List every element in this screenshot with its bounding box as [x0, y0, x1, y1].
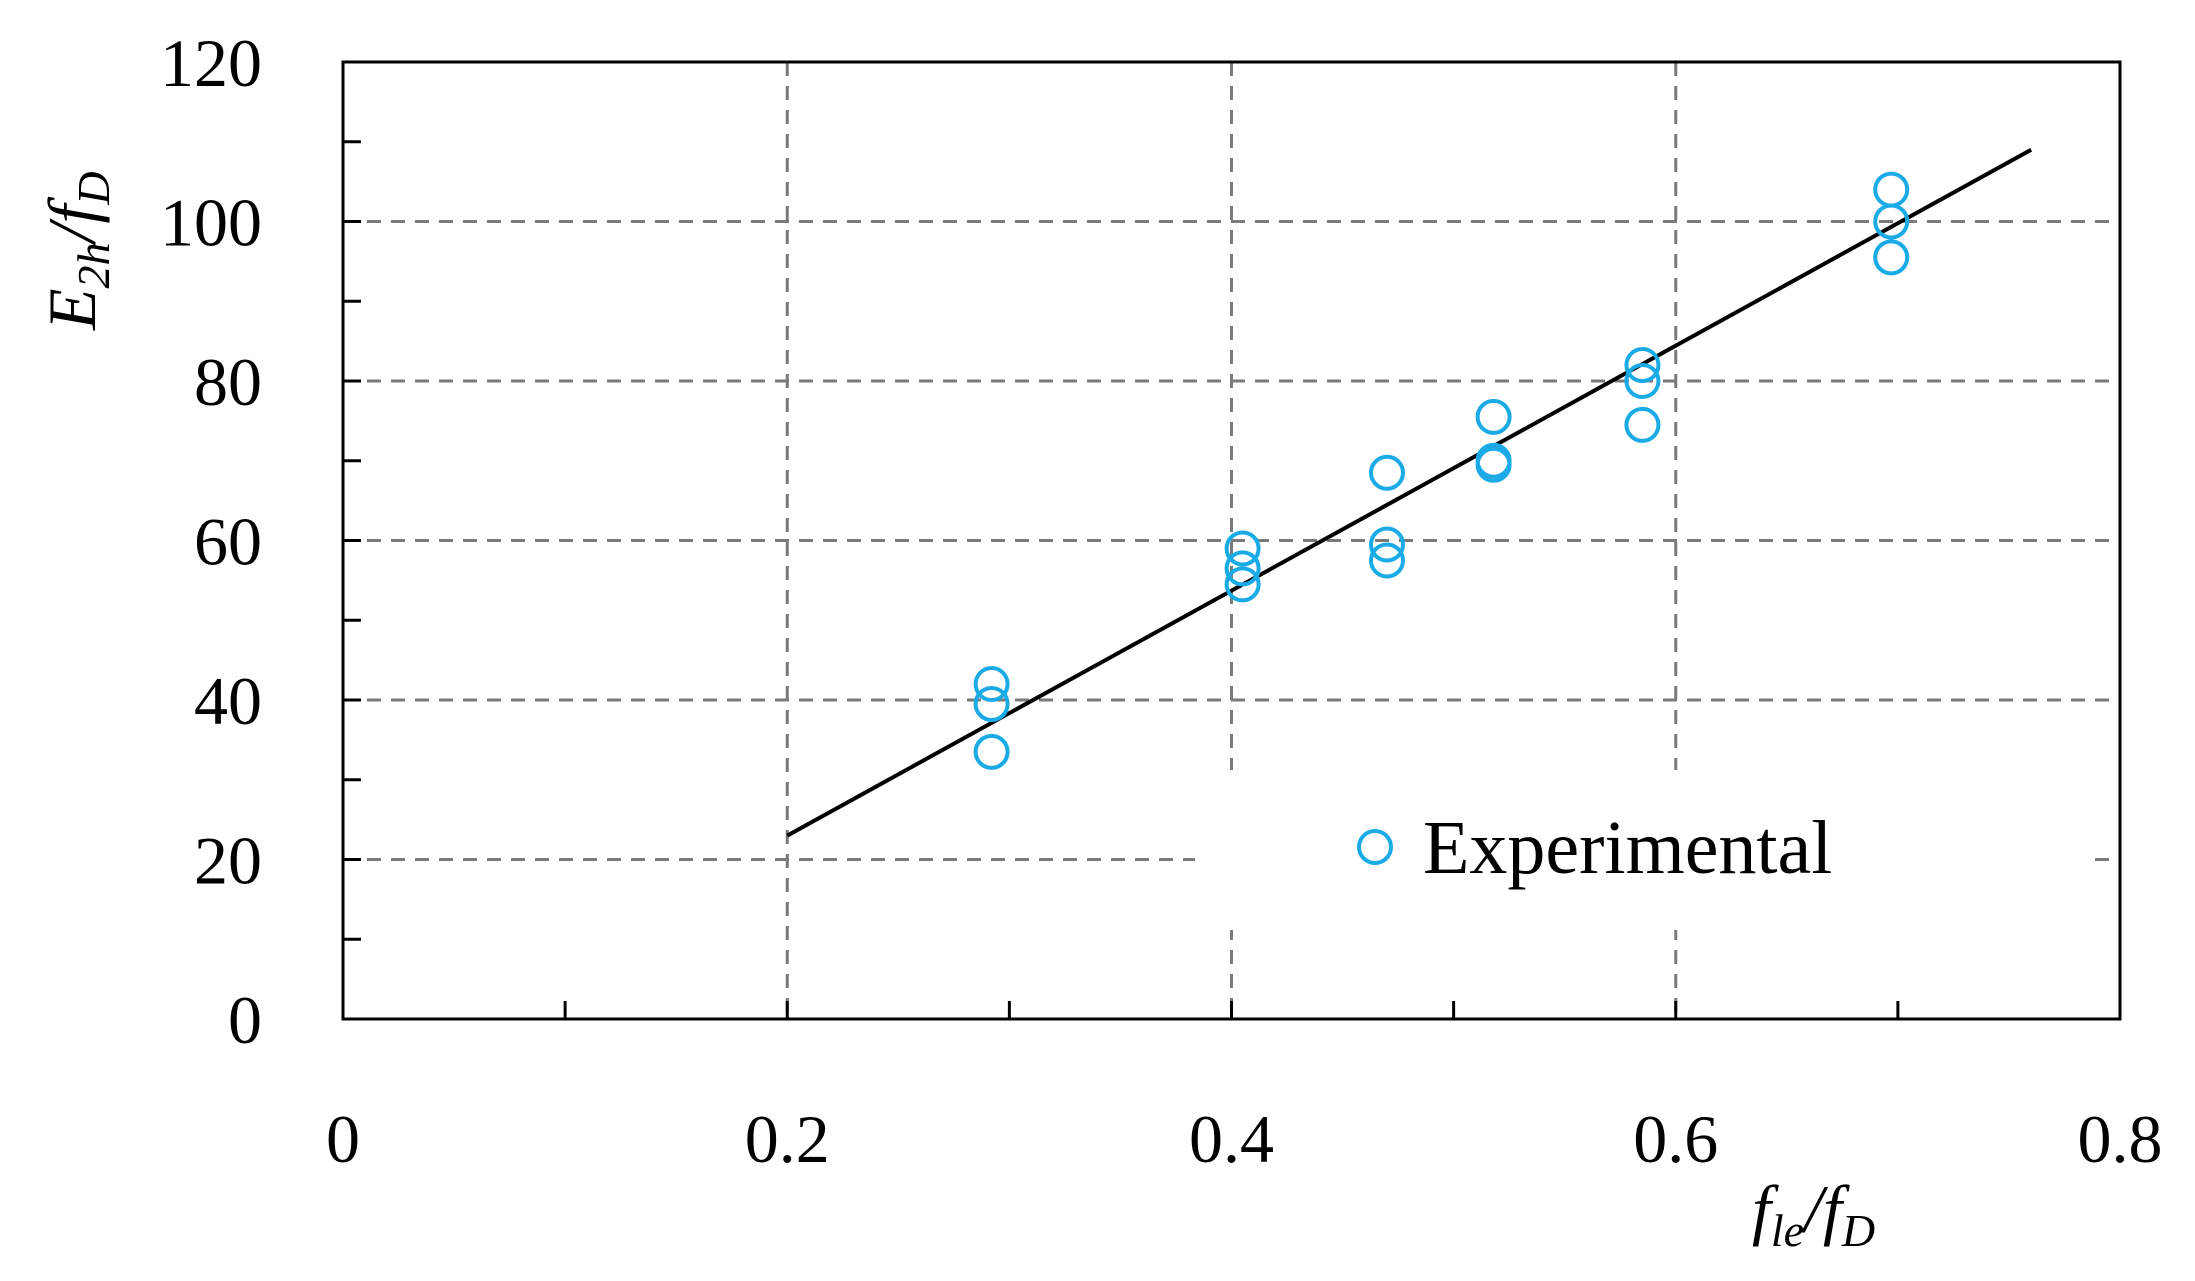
x-tick-label: 0.6: [1633, 1101, 1718, 1177]
data-point: [1368, 542, 1405, 579]
x-tick-labels: 0 0.2 0.4 0.6 0.8: [326, 1101, 2163, 1177]
y-tick-labels: 0 20 40 60 80 100 120: [160, 25, 262, 1058]
y-tick-label: 120: [160, 25, 262, 101]
data-point: [1873, 171, 1910, 208]
x-axis-title: fle/fD: [1752, 1171, 1875, 1256]
data-point: [973, 685, 1010, 722]
legend: Experimental: [1195, 770, 2095, 930]
data-point: [973, 666, 1010, 703]
data-point: [1475, 446, 1512, 483]
y-axis-title-sub: 2h: [68, 242, 119, 288]
data-point: [1624, 363, 1661, 399]
y-tick-label: 0: [228, 982, 262, 1058]
y-axis-title: E2h/fD: [34, 171, 119, 331]
data-point: [1368, 526, 1405, 563]
legend-label-experimental: Experimental: [1423, 806, 1832, 890]
data-point: [973, 733, 1010, 770]
y-axis-title-sub2: D: [68, 171, 119, 205]
x-tick-label: 0.2: [745, 1101, 830, 1177]
x-tick-label: 0.4: [1189, 1101, 1274, 1177]
legend-background: [1195, 770, 2095, 930]
data-point: [1368, 454, 1405, 491]
data-point: [1224, 530, 1261, 567]
plot-frame: [341, 60, 2122, 1021]
y-tick-label: 20: [194, 823, 262, 899]
y-tick-label: 40: [194, 663, 262, 739]
y-axis-title-main: E: [34, 288, 110, 331]
data-point: [1873, 239, 1910, 276]
data-point: [1224, 550, 1261, 587]
fit-line: [786, 147, 2033, 838]
y-tick-label: 100: [160, 185, 262, 261]
data-point: [1624, 347, 1661, 384]
y-tick-label: 60: [194, 504, 262, 580]
x-axis-title-sub2: D: [1841, 1205, 1875, 1256]
data-point: [1475, 398, 1512, 435]
x-axis-title-sub: le: [1771, 1205, 1804, 1256]
data-points: [973, 171, 1910, 770]
legend-marker-experimental: [1357, 829, 1393, 865]
x-tick-label: 0.8: [2078, 1101, 2163, 1177]
data-point: [1873, 203, 1910, 240]
y-tick-label: 80: [194, 344, 262, 420]
data-point: [1624, 406, 1661, 443]
fit-line-layer: [786, 147, 2033, 838]
data-point: [1224, 566, 1261, 603]
x-tick-label: 0: [326, 1101, 360, 1177]
